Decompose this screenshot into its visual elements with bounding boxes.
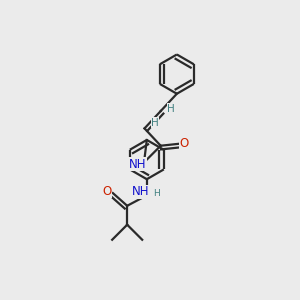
Text: NH: NH — [129, 158, 146, 171]
Text: H: H — [151, 118, 159, 128]
Text: O: O — [103, 185, 112, 198]
Text: H: H — [167, 104, 175, 114]
Text: O: O — [179, 137, 188, 150]
Text: H: H — [153, 189, 159, 198]
Text: NH: NH — [132, 185, 150, 198]
